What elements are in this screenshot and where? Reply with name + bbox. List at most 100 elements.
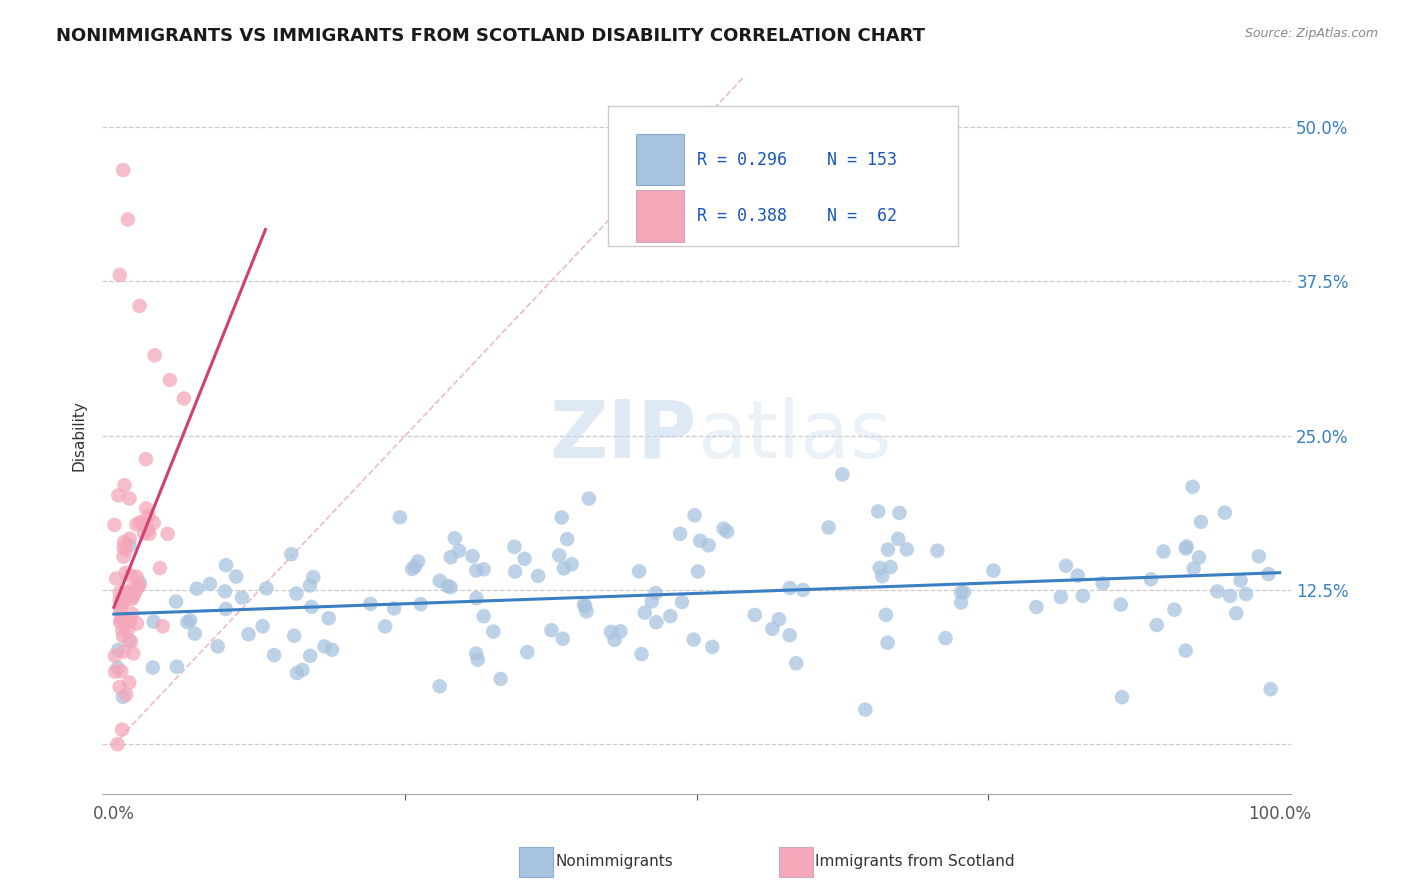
Point — [118, 588, 141, 602]
Point — [108, 585, 131, 599]
Point — [114, 566, 136, 580]
Point — [659, 609, 682, 624]
Point — [107, 737, 129, 751]
Point — [768, 612, 790, 626]
Text: ZIP: ZIP — [550, 397, 697, 475]
Point — [128, 299, 150, 313]
Point — [1257, 567, 1279, 582]
Point — [503, 565, 526, 579]
Point — [117, 622, 139, 636]
Text: atlas: atlas — [697, 397, 891, 475]
Text: Nonimmigrants: Nonimmigrants — [555, 855, 673, 869]
Point — [875, 607, 897, 622]
Point — [1140, 572, 1163, 586]
Point — [143, 348, 166, 362]
Point — [467, 653, 489, 667]
Text: Source: ZipAtlas.com: Source: ZipAtlas.com — [1244, 27, 1378, 40]
Point — [280, 547, 302, 561]
Point — [551, 632, 574, 646]
Point — [1234, 587, 1257, 601]
Point — [382, 601, 405, 615]
Point — [120, 582, 142, 597]
Point — [744, 607, 766, 622]
Point — [877, 542, 900, 557]
Point — [122, 647, 145, 661]
Point — [110, 665, 132, 679]
Point — [409, 597, 432, 611]
Point — [1146, 618, 1168, 632]
Point — [1054, 558, 1077, 573]
Point — [868, 504, 890, 518]
Point — [630, 647, 652, 661]
Point — [118, 539, 141, 553]
Point — [1163, 602, 1185, 616]
Point — [683, 508, 706, 523]
Point — [104, 665, 127, 679]
Point — [578, 491, 600, 506]
Point — [132, 526, 155, 541]
Point — [128, 575, 150, 590]
Point — [285, 666, 308, 681]
Point — [127, 580, 149, 594]
Text: NONIMMIGRANTS VS IMMIGRANTS FROM SCOTLAND DISABILITY CORRELATION CHART: NONIMMIGRANTS VS IMMIGRANTS FROM SCOTLAN… — [56, 27, 925, 45]
Point — [179, 613, 201, 627]
Point — [540, 624, 562, 638]
Point — [401, 562, 423, 576]
Point — [165, 594, 187, 608]
Point — [404, 559, 426, 574]
Point — [1247, 549, 1270, 564]
Point — [627, 565, 650, 579]
Point — [689, 533, 711, 548]
Point — [238, 627, 260, 641]
Point — [142, 615, 165, 629]
Point — [112, 549, 135, 564]
Point — [443, 531, 465, 545]
Point — [599, 624, 621, 639]
Point — [697, 538, 720, 552]
Point — [950, 585, 973, 599]
Point — [879, 560, 901, 574]
Point — [231, 591, 253, 605]
Point — [120, 568, 142, 582]
Point — [299, 648, 322, 663]
Point — [111, 623, 134, 637]
Point — [321, 642, 343, 657]
Point — [1219, 589, 1241, 603]
Point — [927, 543, 949, 558]
Point — [889, 506, 911, 520]
Point — [461, 549, 484, 564]
Point — [314, 640, 336, 654]
Point — [122, 590, 145, 604]
Point — [785, 657, 807, 671]
Point — [114, 478, 136, 492]
Point — [1175, 540, 1198, 554]
Point — [634, 606, 657, 620]
Point — [686, 565, 709, 579]
Point — [112, 629, 135, 643]
Point — [465, 647, 488, 661]
Point — [118, 675, 141, 690]
Point — [118, 633, 141, 648]
Point — [118, 614, 141, 628]
Point — [291, 663, 314, 677]
Point — [682, 632, 704, 647]
Point — [1091, 576, 1114, 591]
Point — [138, 508, 160, 523]
Point — [934, 631, 956, 645]
Point — [112, 592, 135, 607]
Point — [118, 491, 141, 506]
Point — [548, 549, 571, 563]
Point — [184, 626, 207, 640]
Point — [173, 392, 195, 406]
Point — [215, 602, 238, 616]
Point — [555, 532, 578, 546]
Point — [136, 523, 159, 537]
Point — [1025, 599, 1047, 614]
Point — [124, 584, 146, 599]
Point — [252, 619, 274, 633]
Point — [603, 632, 626, 647]
Point — [225, 569, 247, 583]
Point — [112, 593, 135, 607]
Point — [104, 648, 127, 663]
Point — [156, 527, 179, 541]
